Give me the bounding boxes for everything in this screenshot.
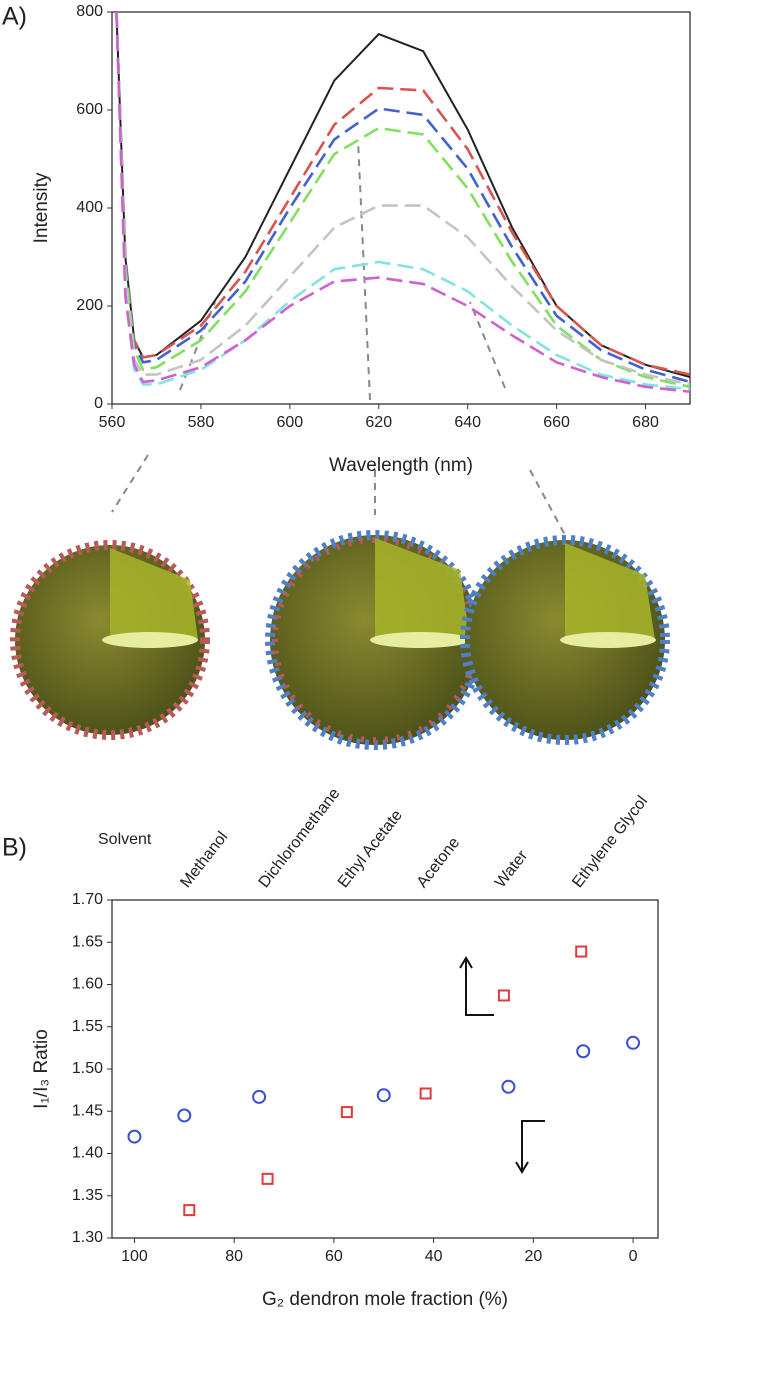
data-point [501, 1079, 516, 1094]
spectrum-line [115, 12, 690, 379]
x-axis-title: G₂ dendron mole fraction (%) [262, 1289, 508, 1310]
data-point [419, 1087, 432, 1100]
panel-label: B) [2, 834, 27, 862]
x-tick-label: 660 [543, 414, 570, 431]
x-tick-label: 600 [276, 414, 303, 431]
spectrum-line [115, 12, 690, 391]
y-tick-label: 1.40 [72, 1145, 103, 1162]
data-point [340, 1106, 353, 1119]
data-point [626, 1035, 641, 1050]
top-category-label: Acetone [414, 834, 464, 891]
data-point [497, 989, 510, 1002]
y-tick-label: 1.60 [72, 976, 103, 993]
data-point [183, 1204, 196, 1217]
x-axis-title: Wavelength (nm) [329, 455, 473, 476]
y-tick-label: 1.45 [72, 1102, 103, 1119]
data-point [261, 1172, 274, 1185]
y-tick-label: 1.35 [72, 1187, 103, 1204]
y-axis-title: Intensity [31, 172, 52, 243]
x-tick-label: 580 [188, 414, 215, 431]
x-tick-label: 60 [325, 1248, 343, 1265]
data-point [177, 1108, 192, 1123]
spectrum-line [115, 12, 690, 389]
y-tick-label: 200 [76, 297, 103, 314]
x-tick-label: 20 [524, 1248, 542, 1265]
y-tick-label: 400 [76, 199, 103, 216]
x-tick-label: 40 [425, 1248, 443, 1265]
y-tick-label: 800 [76, 3, 103, 20]
spectrum-line [115, 12, 690, 394]
panel-label: A) [2, 3, 27, 31]
data-point [376, 1088, 391, 1103]
top-category-label: Ethylene Glycol [569, 793, 651, 891]
x-tick-label: 0 [629, 1248, 638, 1265]
x-tick-label: 680 [632, 414, 659, 431]
x-tick-label: 100 [121, 1248, 148, 1265]
data-point [575, 945, 588, 958]
y-tick-label: 1.65 [72, 933, 103, 950]
top-category-label: Dichloromethane [256, 785, 344, 891]
y-tick-label: 0 [94, 395, 103, 412]
top-category-label: Water [492, 847, 532, 891]
x-tick-label: 80 [225, 1248, 243, 1265]
decorations [10, 139, 670, 1174]
top-axis-title: Solvent [98, 831, 152, 848]
spectrum-line [115, 12, 690, 376]
y-tick-label: 1.55 [72, 1018, 103, 1035]
y-tick-label: 1.70 [72, 891, 103, 908]
data-point [252, 1089, 267, 1104]
top-category-label: Methanol [177, 829, 231, 891]
data-point [127, 1129, 142, 1144]
x-tick-label: 620 [365, 414, 392, 431]
y-tick-label: 1.30 [72, 1229, 103, 1246]
spectrum-line [115, 12, 690, 384]
spectrum-line [115, 12, 690, 386]
y-tick-label: 1.50 [72, 1060, 103, 1077]
x-tick-label: 560 [99, 414, 126, 431]
x-tick-label: 640 [454, 414, 481, 431]
data-point [576, 1044, 591, 1059]
top-category-label: Ethyl Acetate [335, 807, 406, 891]
y-axis-title: I₁/I₃ Ratio [31, 1029, 52, 1109]
y-tick-label: 600 [76, 101, 103, 118]
